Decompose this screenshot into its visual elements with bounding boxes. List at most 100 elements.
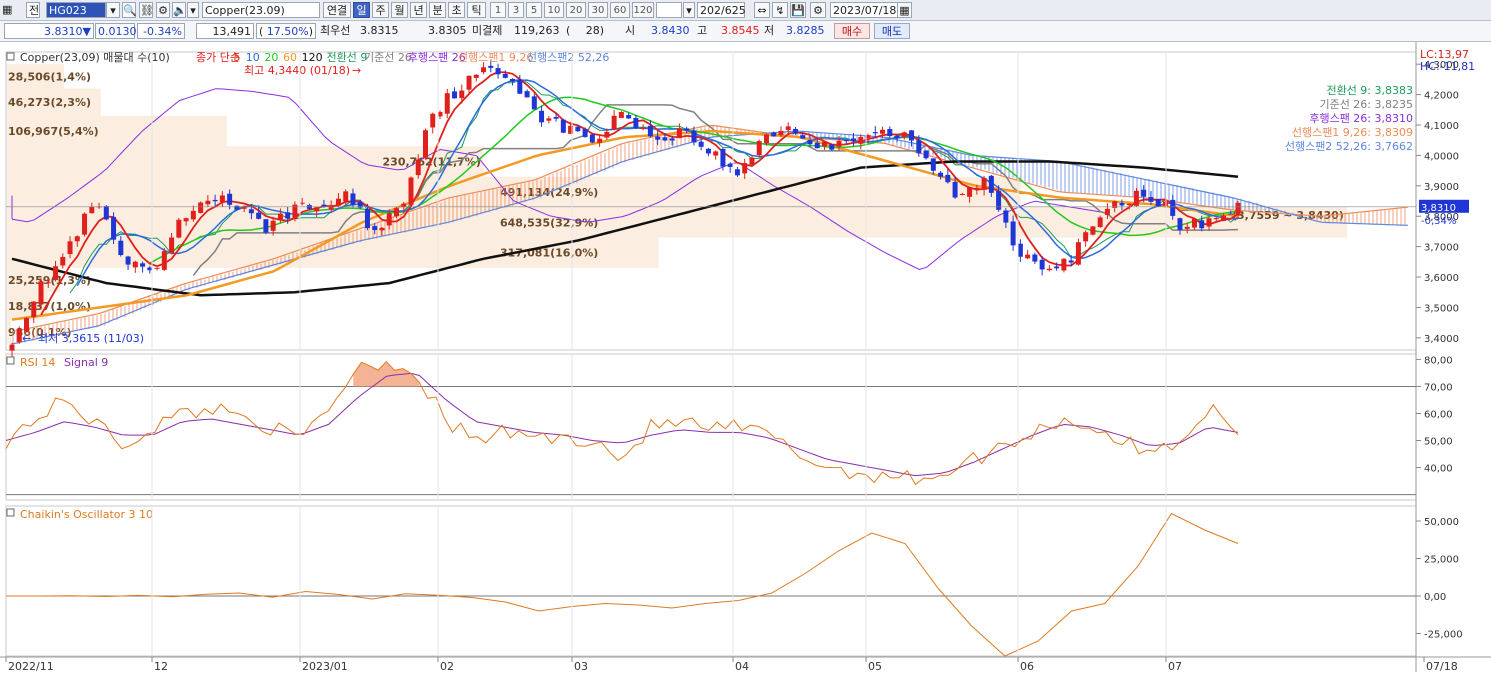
volume-profile-label: 25,259(1,3%) <box>8 274 91 287</box>
cloud-segment <box>813 132 821 139</box>
candle <box>662 137 668 141</box>
calendar-icon[interactable]: ▦ <box>897 2 912 18</box>
candle <box>466 75 472 90</box>
candle <box>684 128 690 131</box>
cloud-segment <box>1171 185 1179 202</box>
symbol-dropdown-icon[interactable]: ▾ <box>106 2 120 18</box>
candle <box>53 266 59 281</box>
continuous-button[interactable]: 연결 <box>323 2 351 18</box>
cloud-segment <box>921 144 929 154</box>
candle <box>742 163 748 174</box>
interval-button-120[interactable]: 120 <box>632 2 654 18</box>
candle <box>502 73 508 78</box>
cloud-segment <box>212 275 220 282</box>
date-input[interactable]: 2023/07/18 <box>830 2 898 18</box>
y-tick-label: 3,9000 <box>1424 182 1459 193</box>
candle <box>89 206 95 214</box>
speaker-dropdown-icon[interactable]: ▾ <box>187 2 199 18</box>
change-pct-value: -0.34% <box>137 23 185 39</box>
interval-button-3[interactable]: 3 <box>508 2 524 18</box>
cloud-segment <box>1035 159 1043 186</box>
count-value: 202 <box>700 4 721 17</box>
symbol-name-field[interactable]: Copper(23.09) <box>202 2 320 18</box>
type-label[interactable]: 전 <box>26 2 40 18</box>
cloud-segment <box>1157 182 1165 200</box>
period-tab-4[interactable]: 분 <box>429 2 446 18</box>
period-tab-2[interactable]: 월 <box>391 2 408 18</box>
cloud-segment <box>276 257 285 264</box>
cloud-segment <box>1186 188 1194 204</box>
cloud-segment <box>1193 189 1201 205</box>
zoom-icon[interactable]: ⇔ <box>754 2 770 18</box>
symbol-code-input[interactable]: HG023 <box>46 2 106 18</box>
cloud-segment <box>112 308 120 321</box>
buy-button[interactable]: 매수 <box>834 23 870 39</box>
grid-handle-icon[interactable]: ▦ <box>2 3 13 16</box>
x-tick-label: 2022/11 <box>8 660 54 673</box>
candle <box>335 198 341 206</box>
interval-button-1[interactable]: 1 <box>490 2 506 18</box>
candle <box>1199 220 1205 229</box>
period-tab-0[interactable]: 일 <box>353 2 370 18</box>
custom-interval-input[interactable] <box>656 2 682 18</box>
candle <box>314 207 320 212</box>
candle <box>814 142 820 149</box>
cloud-segment <box>19 330 27 343</box>
legend-entry: 종가 단순 <box>196 51 240 64</box>
price-value: 3.8310 <box>44 25 83 38</box>
best-bid-value: 3.8305 <box>428 24 467 37</box>
period-tab-3[interactable]: 년 <box>410 2 427 18</box>
cloud-segment <box>412 210 421 230</box>
period-tab-1[interactable]: 주 <box>372 2 389 18</box>
candle <box>176 219 182 238</box>
cloud-segment <box>1064 162 1072 193</box>
candle <box>241 206 247 209</box>
interval-dropdown-icon[interactable]: ▾ <box>683 2 695 18</box>
speaker-icon[interactable]: 🔈 <box>172 2 187 18</box>
y-tick-label: 3,4000 <box>1424 334 1459 345</box>
x-tick-label: 05 <box>868 660 882 673</box>
interval-button-5[interactable]: 5 <box>526 2 542 18</box>
save-icon[interactable]: 💾 <box>790 2 806 18</box>
current-price-tag <box>1419 199 1469 213</box>
panel-frame <box>5 353 1417 501</box>
cloud-segment <box>1271 208 1280 213</box>
cloud-segment <box>126 303 134 315</box>
cloud-segment <box>1078 165 1086 194</box>
cloud-segment <box>62 321 70 334</box>
candle <box>1184 226 1190 229</box>
cloud-segment <box>1057 161 1065 192</box>
cloud-segment <box>1343 213 1351 224</box>
candle <box>894 135 900 139</box>
candle <box>1075 242 1081 265</box>
period-tab-6[interactable]: 틱 <box>467 2 486 18</box>
sell-button[interactable]: 매도 <box>874 23 910 39</box>
link-icon[interactable]: ⛓ <box>139 2 154 18</box>
oi-change-value: 28 <box>585 24 600 37</box>
period-tab-5[interactable]: 초 <box>448 2 465 18</box>
cloud-segment <box>491 188 499 211</box>
candle <box>205 200 211 205</box>
interval-button-10[interactable]: 10 <box>544 2 564 18</box>
cloud-segment <box>548 174 557 193</box>
candle <box>364 208 370 229</box>
candle <box>190 210 196 220</box>
volume-profile-label: 648,535(32,9%) <box>500 216 598 229</box>
symbol-search-icon[interactable]: 🔍 <box>122 2 137 18</box>
chart-type-icon[interactable]: ↯ <box>772 2 788 18</box>
interval-button-60[interactable]: 60 <box>610 2 630 18</box>
candle <box>807 140 813 145</box>
cloud-segment <box>556 171 564 190</box>
interval-button-20[interactable]: 20 <box>566 2 586 18</box>
chaikin-line <box>6 512 1239 657</box>
candle <box>546 118 552 121</box>
interval-button-30[interactable]: 30 <box>588 2 608 18</box>
candle <box>749 157 755 165</box>
count-input[interactable]: 202/625 <box>697 2 746 18</box>
candle <box>415 159 421 176</box>
chart-canvas[interactable]: 4,3000 4,2000 4,1000 4,0000 3,9000 3,8000 3,70… <box>0 42 1491 673</box>
settings-small-icon[interactable]: ⚙ <box>156 2 170 18</box>
settings-gear-icon[interactable]: ⚙ <box>810 2 826 18</box>
cloud-segment <box>1314 215 1323 221</box>
volume-value: 13,491 <box>196 23 254 39</box>
